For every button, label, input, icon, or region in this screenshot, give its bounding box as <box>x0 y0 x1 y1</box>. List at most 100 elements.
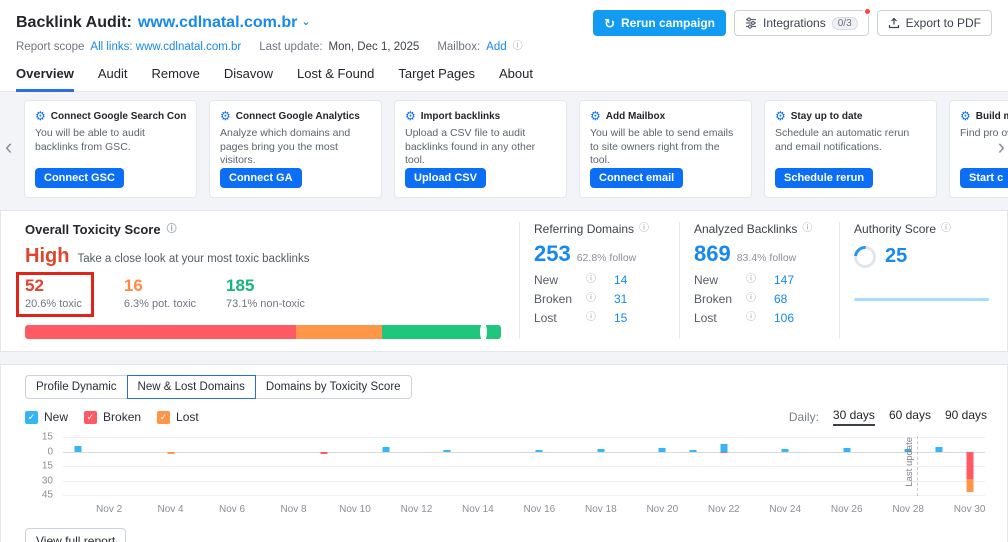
tab-overview[interactable]: Overview <box>16 62 74 92</box>
info-icon[interactable]: ⓘ <box>802 223 813 234</box>
x-axis-label: Nov 20 <box>646 504 679 515</box>
gear-icon: ⚙ <box>775 109 786 123</box>
x-axis-label: Nov 30 <box>953 504 986 515</box>
card-title: Stay up to date <box>790 110 863 122</box>
start-button[interactable]: Start c <box>960 168 1008 188</box>
range-90-days[interactable]: 90 days <box>944 408 987 422</box>
info-icon[interactable]: ⓘ <box>512 41 523 52</box>
mailbox-add-link[interactable]: Add <box>486 41 507 53</box>
y-axis-label: 30 <box>41 475 53 487</box>
integrations-button[interactable]: Integrations 0/3 <box>734 7 872 36</box>
range-30-days[interactable]: 30 days <box>832 408 875 426</box>
tab-target-pages[interactable]: Target Pages <box>398 66 475 81</box>
info-icon[interactable]: ⓘ <box>746 293 756 304</box>
legend-broken[interactable]: ✓ Broken <box>84 410 141 424</box>
project-domain-dropdown[interactable]: www.cdlnatal.com.br ⌄ <box>138 14 311 32</box>
info-icon[interactable]: ⓘ <box>941 223 952 234</box>
gear-icon: ⚙ <box>405 109 416 123</box>
rerun-campaign-button[interactable]: ↻ Rerun campaign <box>593 10 727 36</box>
bar-broken <box>320 451 328 455</box>
tab-remove[interactable]: Remove <box>151 66 200 81</box>
legend-lost[interactable]: ✓ Lost <box>157 410 199 424</box>
new-domains-value[interactable]: 14 <box>614 273 628 287</box>
lost-domains-value[interactable]: 15 <box>614 311 628 325</box>
chart-panel: Profile Dynamic New & Lost Domains Domai… <box>0 364 1008 542</box>
pot-toxic-label: 6.3% pot. toxic <box>123 297 197 310</box>
gridline <box>63 495 985 497</box>
card-description: Analyze which domains and pages bring yo… <box>220 127 351 167</box>
bar-new <box>597 448 605 452</box>
toxicity-bar-segment[interactable] <box>25 325 297 339</box>
view-full-report-button[interactable]: View full report <box>25 528 127 542</box>
info-icon[interactable]: ⓘ <box>746 312 756 323</box>
toxicity-section: Overall Toxicity Score ⓘ High Take a clo… <box>1 222 519 339</box>
toxicity-bar-segment[interactable] <box>296 325 382 339</box>
tab-audit[interactable]: Audit <box>97 66 128 81</box>
info-icon[interactable]: ⓘ <box>586 274 596 285</box>
last-update-line <box>916 436 918 496</box>
card-add-mailbox: ⚙ Add Mailbox You will be able to send em… <box>579 100 752 198</box>
overview-panel: Overall Toxicity Score ⓘ High Take a clo… <box>0 210 1008 352</box>
toxic-count: 52 <box>25 276 44 295</box>
authority-gauge-icon <box>849 241 881 272</box>
info-icon[interactable]: ⓘ <box>746 274 756 285</box>
lost-backlinks-value[interactable]: 106 <box>774 311 795 325</box>
tab-about[interactable]: About <box>498 66 533 81</box>
gridline <box>63 480 985 482</box>
info-icon[interactable]: ⓘ <box>166 223 177 235</box>
gear-icon: ⚙ <box>220 109 231 123</box>
legend-checkbox[interactable]: ✓ <box>25 410 38 424</box>
referring-domains-value[interactable]: 253 <box>534 241 571 266</box>
onboarding-cards: ⚙ Connect Google Search Console You will … <box>24 100 1008 198</box>
chart-legend: ✓ New ✓ Broken ✓ Lost <box>25 410 199 424</box>
legend-new[interactable]: ✓ New <box>25 410 68 424</box>
legend-checkbox[interactable]: ✓ <box>84 410 98 424</box>
bar-new <box>689 449 697 452</box>
tab-lost-and-found[interactable]: Lost & Found <box>297 66 375 81</box>
analyzed-backlinks-title: Analyzed Backlinks <box>694 222 798 236</box>
metric-row-new: New ⓘ 147 <box>694 273 795 287</box>
toxicity-title: Overall Toxicity Score <box>25 222 161 237</box>
upload-csv-button[interactable]: Upload CSV <box>405 168 486 188</box>
card-title: Connect Google Search Console <box>50 110 186 122</box>
broken-backlinks-value[interactable]: 68 <box>774 292 788 306</box>
y-axis-label: 45 <box>41 489 53 501</box>
broken-domains-value[interactable]: 31 <box>614 292 628 306</box>
connect-email-button[interactable]: Connect email <box>590 168 684 188</box>
info-icon[interactable]: ⓘ <box>586 312 596 323</box>
project-domain: www.cdlnatal.com.br <box>137 14 298 31</box>
non-toxic-count: 185 <box>226 276 255 295</box>
gridline <box>63 451 985 453</box>
card-import-backlinks: ⚙ Import backlinks Upload a CSV file to a… <box>394 100 567 198</box>
connect-gsc-button[interactable]: Connect GSC <box>35 168 124 188</box>
report-scope-link[interactable]: All links: www.cdlnatal.com.br <box>90 41 242 53</box>
tab-new-lost-domains[interactable]: New & Lost Domains <box>126 375 256 399</box>
range-60-days[interactable]: 60 days <box>888 408 931 422</box>
card-title: Import backlinks <box>420 110 501 122</box>
card-description: You will be able to audit backlinks from… <box>35 127 145 153</box>
tab-disavow[interactable]: Disavow <box>223 66 274 81</box>
schedule-rerun-button[interactable]: Schedule rerun <box>775 168 874 188</box>
pot-toxic-stat[interactable]: 16 6.3% pot. toxic <box>123 276 197 310</box>
title-actions: ↻ Rerun campaign Integrations 0/3 Export… <box>593 7 992 36</box>
legend-checkbox[interactable]: ✓ <box>157 410 171 424</box>
new-backlinks-value[interactable]: 147 <box>774 273 795 287</box>
export-pdf-button[interactable]: Export to PDF <box>876 10 992 36</box>
bar-broken <box>720 451 728 454</box>
carousel-next-icon[interactable]: › <box>997 134 1005 159</box>
connect-ga-button[interactable]: Connect GA <box>220 168 302 188</box>
card-title: Connect Google Analytics <box>235 110 360 122</box>
chevron-down-icon: ⌄ <box>301 15 311 28</box>
non-toxic-stat[interactable]: 185 73.1% non-toxic <box>226 276 305 309</box>
card-connect-gsc: ⚙ Connect Google Search Console You will … <box>24 100 197 198</box>
page-title: Backlink Audit: <box>16 14 132 31</box>
tab-domains-by-toxicity[interactable]: Domains by Toxicity Score <box>254 375 412 399</box>
info-icon[interactable]: ⓘ <box>639 223 650 234</box>
tab-profile-dynamic[interactable]: Profile Dynamic <box>25 375 128 399</box>
chart-y-axis: 15 0 15 30 45 <box>25 431 57 501</box>
toxic-stat-highlight-box[interactable]: 52 20.6% toxic <box>16 272 94 317</box>
toxicity-bar-segment[interactable] <box>381 325 501 339</box>
carousel-prev-icon[interactable]: ‹ <box>5 134 13 159</box>
info-icon[interactable]: ⓘ <box>586 293 596 304</box>
analyzed-backlinks-value[interactable]: 869 <box>694 241 731 266</box>
